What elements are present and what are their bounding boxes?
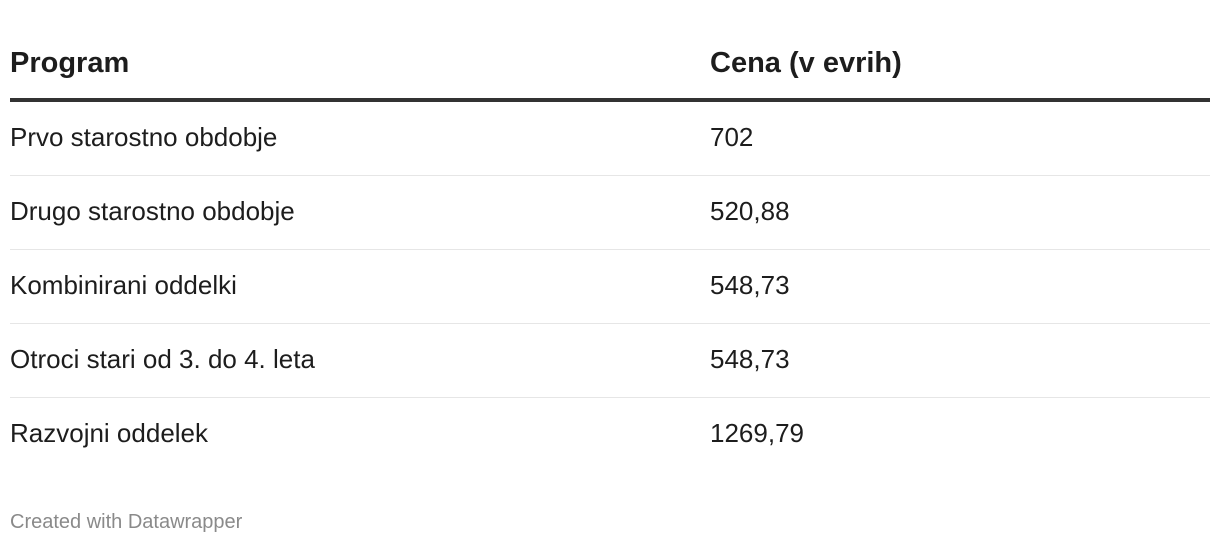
cell-price: 1269,79 bbox=[710, 418, 804, 448]
table-row: Kombinirani oddelki 548,73 bbox=[10, 250, 1210, 324]
table-row: Razvojni oddelek 1269,79 bbox=[10, 398, 1210, 471]
column-header-price: Cena (v evrih) bbox=[710, 47, 902, 79]
cell-program: Prvo starostno obdobje bbox=[10, 122, 278, 152]
cell-program: Kombinirani oddelki bbox=[10, 270, 237, 300]
cell-price: 548,73 bbox=[710, 344, 790, 374]
column-header-program: Program bbox=[10, 47, 130, 79]
cell-program: Razvojni oddelek bbox=[10, 418, 209, 448]
table-row: Drugo starostno obdobje 520,88 bbox=[10, 176, 1210, 250]
table-row: Otroci stari od 3. do 4. leta 548,73 bbox=[10, 324, 1210, 398]
cell-program: Otroci stari od 3. do 4. leta bbox=[10, 344, 315, 374]
price-table: Program Cena (v evrih) Prvo starostno ob… bbox=[10, 0, 1210, 471]
table-row: Prvo starostno obdobje 702 bbox=[10, 102, 1210, 176]
table-header-row: Program Cena (v evrih) bbox=[10, 0, 1210, 102]
cell-program: Drugo starostno obdobje bbox=[10, 196, 295, 226]
cell-price: 548,73 bbox=[710, 270, 790, 300]
table-body: Prvo starostno obdobje 702 Drugo starostno… bbox=[10, 102, 1210, 471]
cell-price: 702 bbox=[710, 122, 754, 152]
footer-credit: Created with Datawrapper bbox=[10, 511, 243, 533]
cell-price: 520,88 bbox=[710, 196, 790, 226]
